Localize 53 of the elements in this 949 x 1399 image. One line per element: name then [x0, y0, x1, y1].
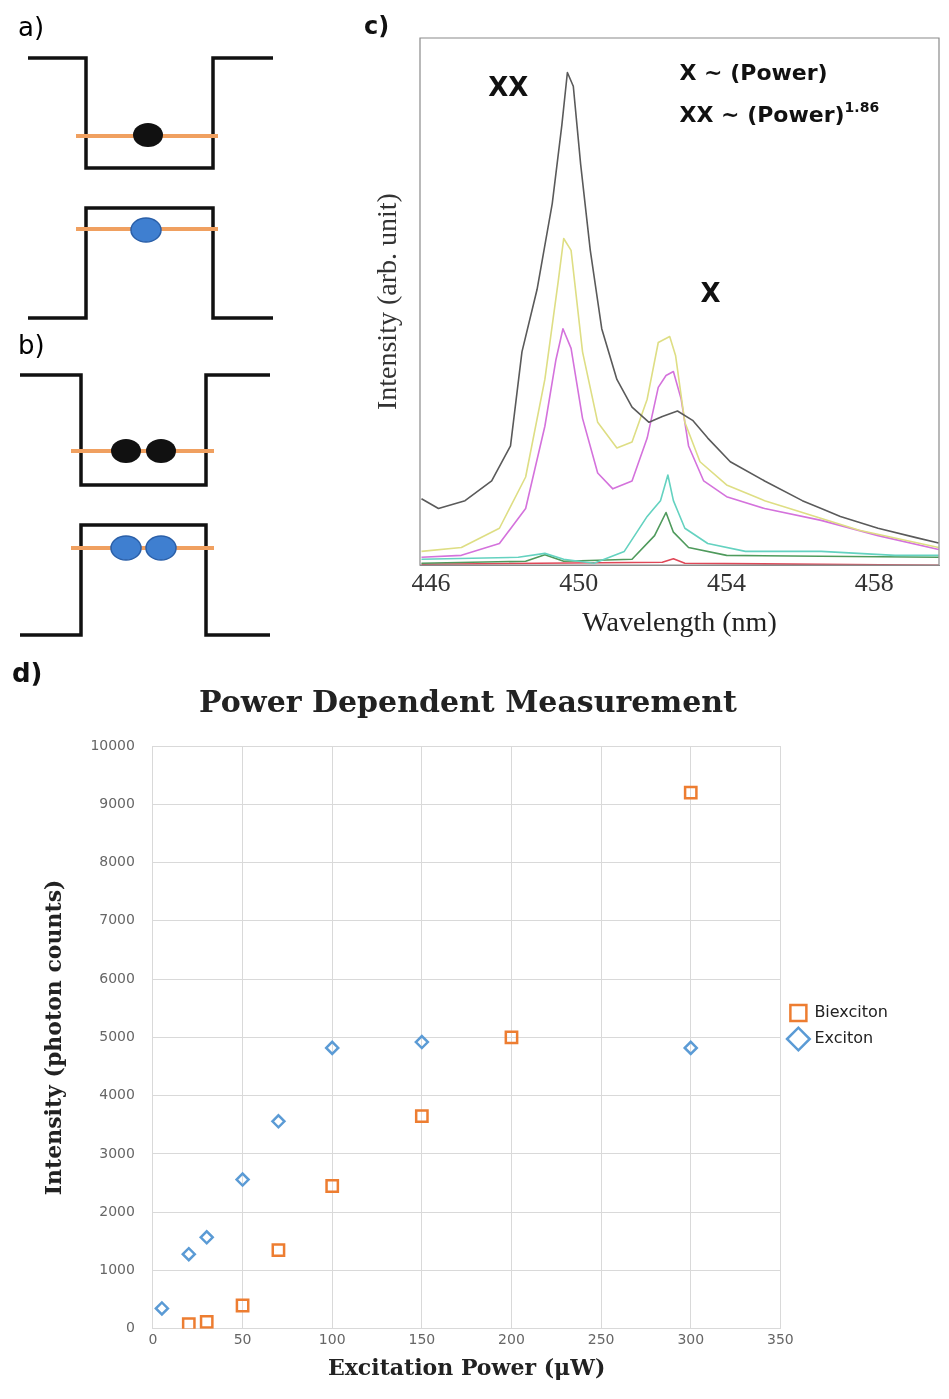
text: d) — [12, 658, 43, 688]
y-tick-label: 2000 — [99, 1202, 135, 1219]
x-tick-label: 454 — [707, 567, 747, 597]
y-tick-label: 7000 — [99, 911, 135, 928]
x-tick-label: 50 — [233, 1330, 252, 1347]
x-axis-title: Excitation Power (μW) — [327, 1353, 606, 1380]
annotation: XX — [488, 71, 529, 102]
x-tick-label: 200 — [498, 1330, 525, 1347]
point — [683, 1040, 698, 1056]
chart-title: Power Dependent Measurement — [199, 683, 738, 719]
text: a) — [18, 12, 45, 42]
point — [181, 1317, 196, 1329]
annotation: X — [700, 277, 721, 308]
x-tick-label: 250 — [587, 1330, 615, 1347]
point — [414, 1109, 429, 1123]
point — [199, 1314, 214, 1329]
x-tick-label: 458 — [854, 567, 894, 597]
point — [235, 1298, 250, 1313]
y-tick-label: 10000 — [90, 736, 135, 753]
point — [154, 1301, 170, 1316]
y-tick-label: 6000 — [99, 969, 135, 986]
y-tick-label: 4000 — [99, 1086, 135, 1103]
point — [325, 1179, 340, 1193]
text: b) — [18, 330, 45, 360]
x-tick-label: 300 — [677, 1330, 705, 1347]
point — [324, 1040, 340, 1056]
point — [199, 1230, 214, 1245]
point — [414, 1034, 430, 1050]
y-axis-title: Intensity (arb. unit) — [371, 193, 402, 411]
x-tick-label: 150 — [408, 1330, 436, 1347]
y-tick-label: 3000 — [99, 1144, 135, 1161]
x-tick-label: 450 — [559, 567, 599, 597]
point — [181, 1246, 197, 1262]
point — [271, 1114, 286, 1129]
point — [235, 1172, 250, 1187]
y-tick-label: 8000 — [99, 853, 135, 870]
point — [683, 785, 698, 800]
point — [271, 1243, 286, 1258]
legend-label: Exciton — [814, 1028, 874, 1048]
text: c) — [364, 12, 390, 40]
y-tick-label: 1000 — [99, 1261, 135, 1278]
x-tick-label: 350 — [767, 1330, 794, 1347]
y-tick-label: 5000 — [99, 1028, 135, 1045]
x-axis-title: Wavelength (nm) — [582, 605, 777, 637]
x-tick-label: 100 — [318, 1330, 346, 1347]
point — [504, 1030, 519, 1045]
legend-label: Biexciton — [814, 1002, 889, 1022]
y-tick-label: 0 — [126, 1319, 135, 1336]
y-tick-label: 9000 — [99, 794, 135, 811]
x-tick-label: 0 — [148, 1330, 158, 1347]
x-tick-label: 446 — [411, 567, 451, 597]
y-axis-title: Intensity (photon counts) — [39, 879, 66, 1196]
annotation: X ~ (Power) — [679, 60, 828, 86]
